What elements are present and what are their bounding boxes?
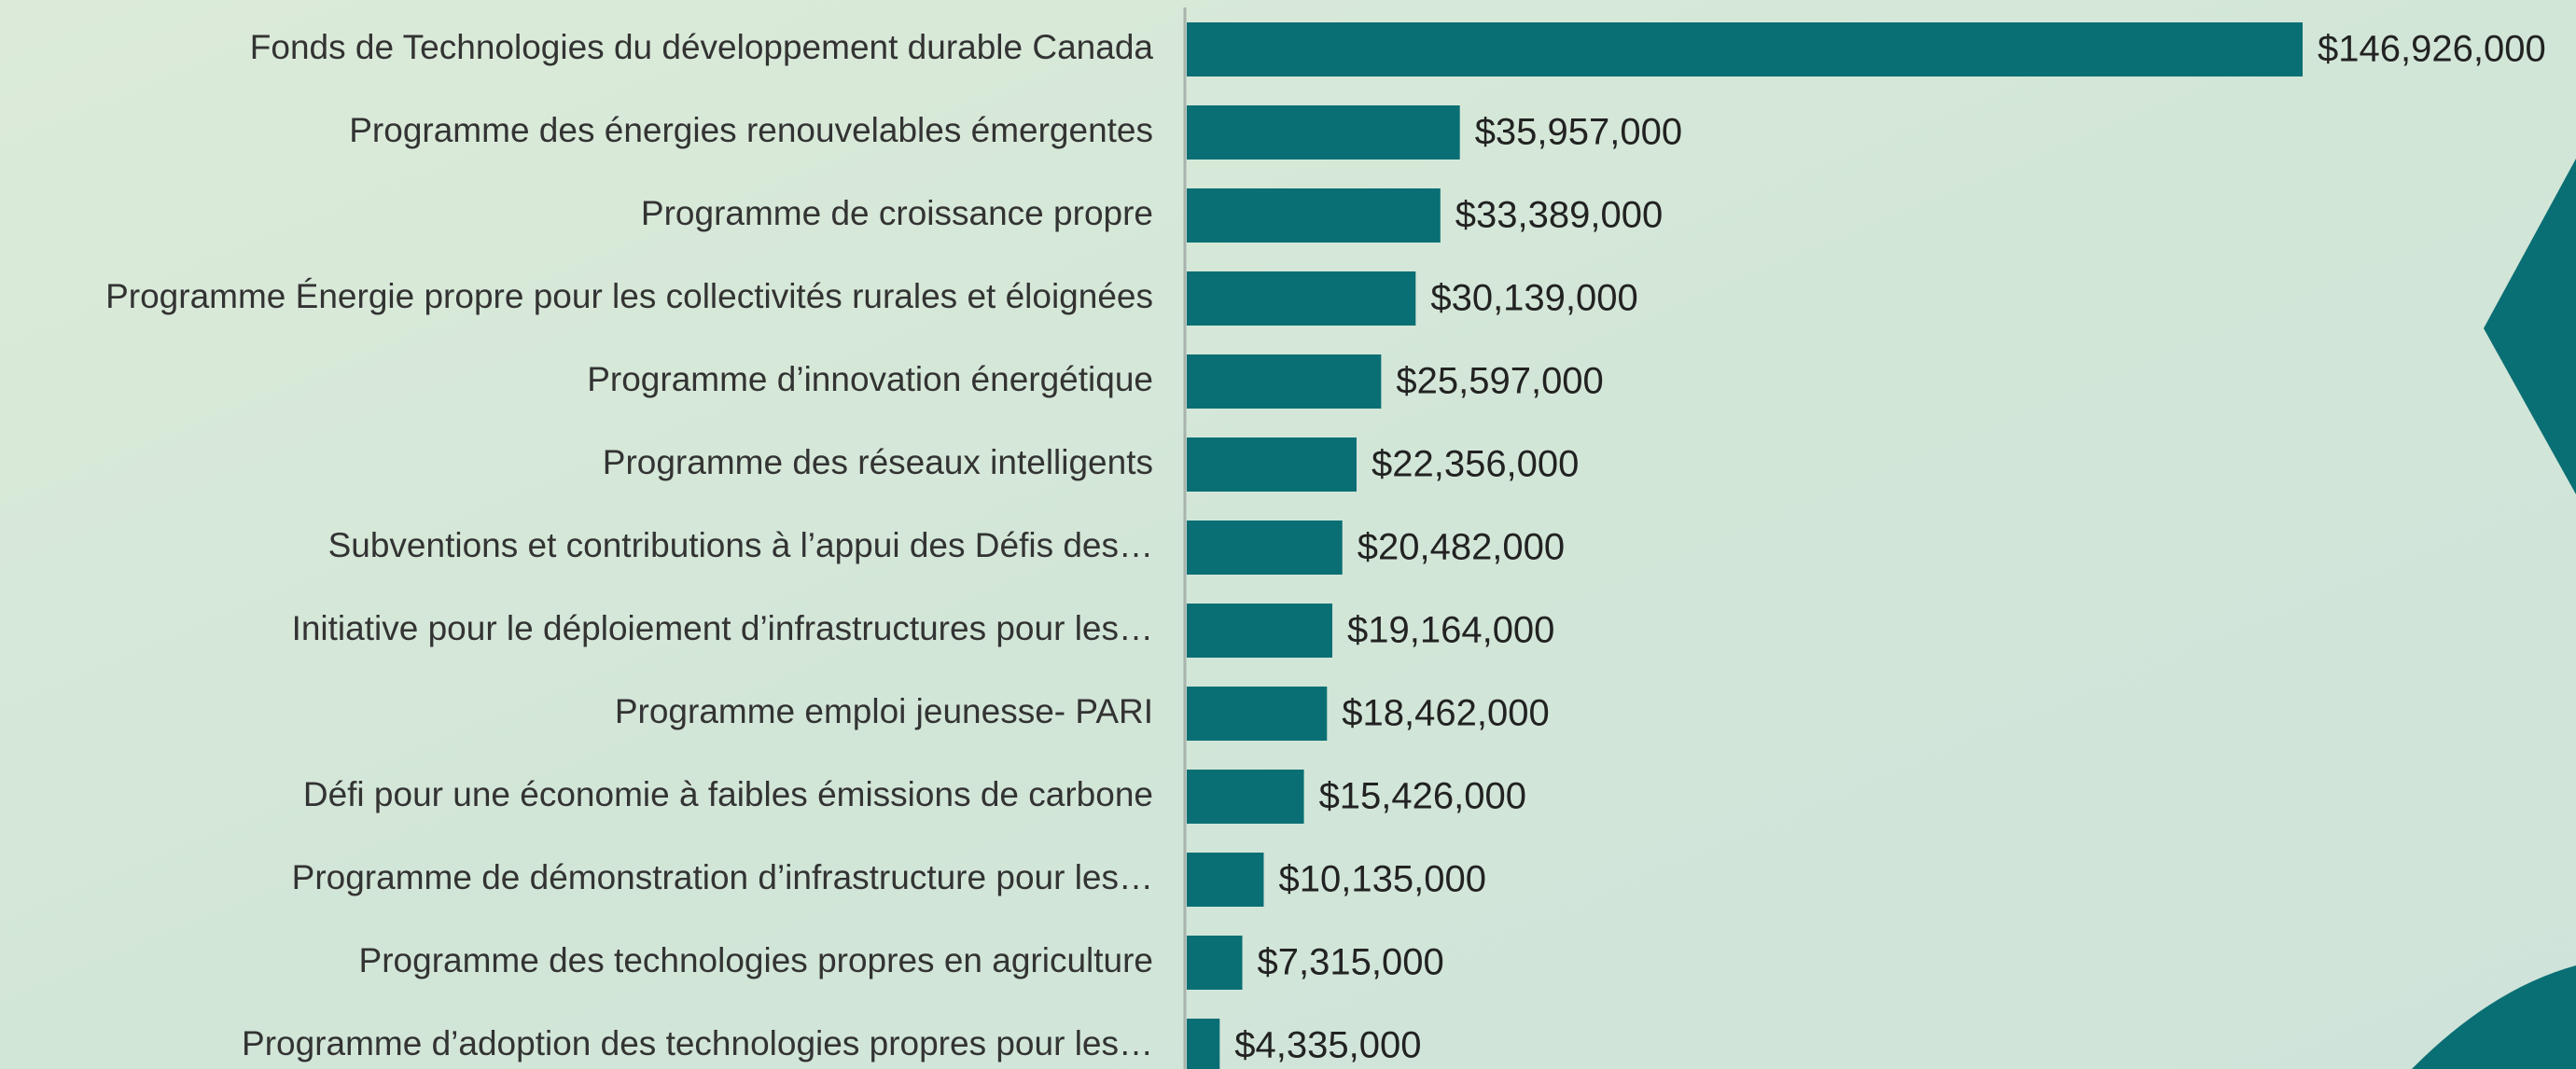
- bar: [1187, 936, 1243, 990]
- value-label: $20,482,000: [1358, 527, 1565, 568]
- value-label: $146,926,000: [2318, 29, 2546, 70]
- category-label: Fonds de Technologies du développement d…: [250, 28, 1154, 66]
- bar: [1187, 521, 1343, 575]
- value-label: $22,356,000: [1372, 444, 1579, 485]
- bar: [1187, 687, 1328, 741]
- value-label: $7,315,000: [1258, 942, 1444, 983]
- category-label: Subventions et contributions à l’appui d…: [328, 526, 1153, 564]
- bar: [1187, 271, 1416, 326]
- category-label: Défi pour une économie à faibles émissio…: [303, 775, 1153, 813]
- category-label: Programme d’adoption des technologies pr…: [242, 1024, 1153, 1062]
- value-label: $18,462,000: [1342, 693, 1549, 734]
- bar: [1187, 437, 1357, 492]
- decor-corner: [2412, 965, 2576, 1069]
- value-label: $33,389,000: [1455, 195, 1663, 236]
- value-label: $25,597,000: [1396, 361, 1603, 402]
- category-label: Programme de croissance propre: [641, 194, 1153, 232]
- value-label: $19,164,000: [1347, 610, 1554, 651]
- bar: [1187, 22, 2303, 76]
- category-label: Programme des réseaux intelligents: [603, 443, 1153, 481]
- value-label: $10,135,000: [1279, 859, 1486, 900]
- decor-chevron: [2484, 159, 2576, 494]
- value-label: $35,957,000: [1475, 112, 1682, 153]
- value-label: $30,139,000: [1430, 278, 1637, 319]
- value-label: $4,335,000: [1234, 1025, 1421, 1066]
- bar: [1187, 354, 1382, 409]
- bar: [1187, 853, 1264, 907]
- category-label: Initiative pour le déploiement d’infrast…: [292, 609, 1153, 647]
- category-label: Programme des énergies renouvelables éme…: [349, 111, 1153, 149]
- value-label: $15,426,000: [1319, 776, 1526, 817]
- category-label: Programme d’innovation énergétique: [587, 360, 1153, 398]
- bar: [1187, 604, 1332, 658]
- category-label: Programme de démonstration d’infrastruct…: [292, 858, 1153, 896]
- bar: [1187, 770, 1304, 824]
- bar: [1187, 1019, 1220, 1069]
- bar: [1187, 188, 1441, 243]
- category-label: Programme des technologies propres en ag…: [359, 941, 1153, 979]
- category-label: Programme emploi jeunesse- PARI: [615, 692, 1153, 730]
- bar: [1187, 105, 1460, 160]
- category-label: Programme Énergie propre pour les collec…: [105, 277, 1153, 315]
